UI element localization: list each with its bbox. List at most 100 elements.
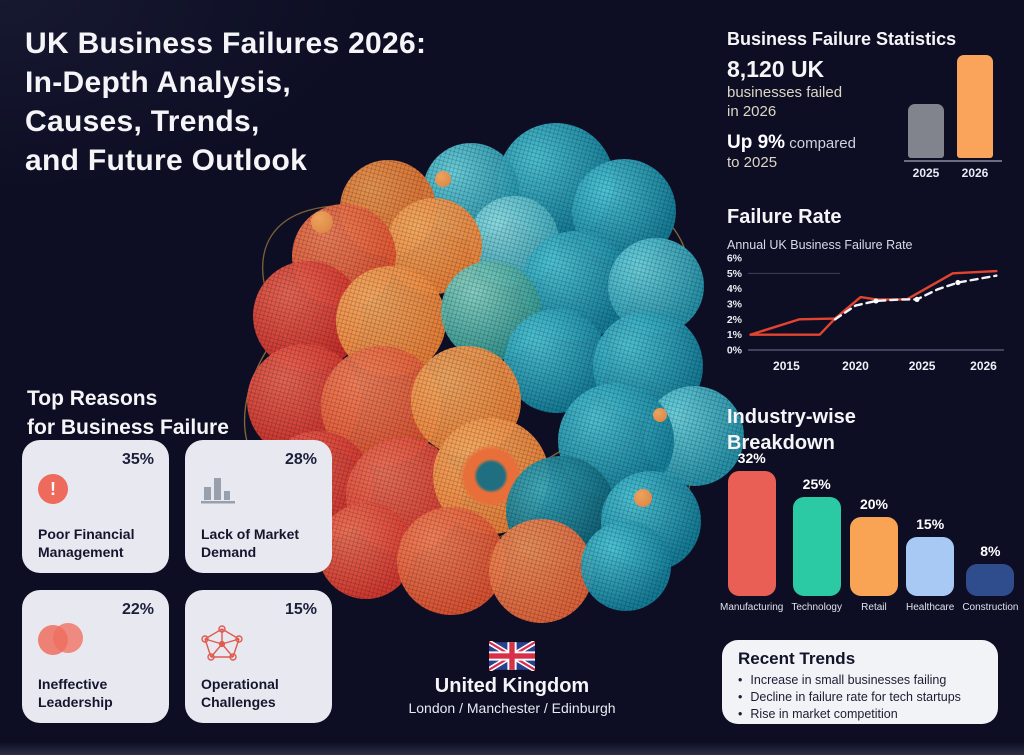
page-title: UK Business Failures 2026: In-Depth Anal…	[25, 24, 515, 180]
industry-bar-chart: 32% Manufacturing 25% Technology 20% Retail 15…	[720, 450, 1018, 613]
industry-value-label: 25%	[802, 476, 831, 492]
svg-text:6%: 6%	[727, 253, 743, 265]
industry-bar-construction	[966, 564, 1015, 596]
reason-percentage: 35%	[121, 451, 154, 468]
wireframe-sphere	[321, 346, 441, 466]
wireframe-sphere	[397, 507, 505, 615]
wireframe-sphere	[433, 418, 549, 534]
wireframe-sphere	[593, 311, 703, 421]
industry-column-technology: 25% Technology	[791, 450, 842, 613]
series-actual-rate	[833, 269, 998, 320]
reason-percentage: 15%	[284, 601, 317, 618]
wireframe-sphere	[572, 159, 676, 263]
stats-up-line2: to 2025	[727, 154, 778, 171]
wireframe-sphere	[608, 238, 704, 334]
industry-bar-healthcare	[906, 537, 955, 596]
reason-label: Lack of Market Demand	[201, 526, 300, 560]
bullet-icon: •	[738, 673, 743, 687]
trend-item: • Increase in small businesses failing	[738, 672, 984, 689]
wireframe-sphere	[581, 521, 671, 611]
reason-card-ineffective-leadership: 22% Ineffective Leadership	[22, 590, 169, 723]
failure-rate-line-chart: 6% 5% 4% 3% 2% 1% 0% 2015 2020 2025 2026	[727, 253, 1004, 373]
industry-column-construction: 8% Construction	[962, 450, 1018, 613]
trend-text: Rise in market competition	[750, 707, 898, 721]
industry-column-manufacturing: 32% Manufacturing	[720, 450, 783, 613]
stats-up-bold: Up 9%	[727, 132, 786, 153]
reasons-heading-line: for Business Failure	[27, 416, 229, 439]
svg-text:5%: 5%	[727, 268, 743, 280]
reason-label: Operational Challenges	[201, 676, 279, 710]
wireframe-sphere	[506, 456, 616, 566]
trend-text: Decline in failure rate for tech startup…	[750, 690, 961, 704]
reason-percentage: 28%	[284, 451, 317, 468]
bar-chart-icon	[201, 474, 239, 511]
svg-text:3%: 3%	[727, 299, 743, 311]
svg-text:2025: 2025	[909, 359, 936, 373]
footer-country: United Kingdom	[434, 675, 590, 697]
reason-percentage: 22%	[121, 601, 154, 618]
mini-bar-column: 2025	[906, 54, 946, 180]
svg-text:0%: 0%	[727, 345, 743, 357]
industry-column-healthcare: 15% Healthcare	[906, 450, 954, 613]
mini-bar-2025	[908, 104, 944, 158]
industry-axis-label: Technology	[791, 602, 842, 613]
mini-bar-2026	[957, 55, 993, 158]
svg-text:2020: 2020	[842, 359, 869, 373]
wireframe-sphere	[336, 266, 446, 376]
svg-text:2%: 2%	[727, 314, 743, 326]
industry-bar-retail	[849, 517, 898, 596]
industry-value-label: 15%	[916, 516, 945, 532]
wireframe-sphere	[469, 196, 559, 286]
trend-item: • Rise in market competition	[738, 706, 984, 723]
industry-axis-label: Healthcare	[905, 602, 955, 613]
svg-text:1%: 1%	[727, 329, 743, 341]
industry-value-label: 20%	[859, 496, 888, 512]
industry-axis-label: Retail	[861, 602, 887, 613]
industry-axis-label: Construction	[962, 602, 1019, 613]
mini-bar-column: 2026	[955, 54, 995, 180]
bottom-light-band	[0, 742, 1024, 755]
series-actual-rate-lower-branch	[749, 317, 837, 336]
wireframe-sphere	[346, 438, 462, 554]
svg-text:2026: 2026	[970, 359, 997, 373]
svg-text:2015: 2015	[773, 359, 800, 373]
title-line: and Future Outlook	[25, 144, 308, 177]
wireframe-sphere	[386, 198, 482, 294]
svg-text:4%: 4%	[727, 283, 743, 295]
failure-rate-subtitle: Annual UK Business Failure Rate	[727, 238, 913, 252]
wireframe-sphere	[504, 309, 608, 413]
industry-column-retail: 20% Retail	[849, 450, 898, 613]
stats-line2: in 2026	[727, 103, 777, 120]
industry-axis-label: Manufacturing	[720, 602, 784, 613]
uk-flag-icon	[489, 641, 535, 671]
mini-bar-label: 2026	[961, 166, 989, 180]
wireframe-sphere	[411, 346, 521, 456]
reason-card-operational-challenges: 15% Operational Challenges	[185, 590, 332, 723]
industry-bar-technology	[792, 497, 841, 596]
industry-heading-line: Industry-wise	[727, 406, 856, 428]
trend-text: Increase in small businesses failing	[750, 673, 947, 687]
bullet-icon: •	[738, 707, 743, 721]
industry-heading-line: Breakdown	[727, 432, 835, 454]
orange-orbit-dot	[653, 408, 667, 422]
orange-orbit-dot	[311, 211, 333, 233]
series-actual-rate-upper-branch	[749, 317, 837, 336]
wireframe-sphere	[601, 471, 701, 571]
wireframe-sphere	[489, 519, 593, 623]
wireframe-sphere	[498, 123, 614, 239]
trends-title: Recent Trends	[738, 649, 856, 668]
wireframe-sphere	[558, 383, 674, 499]
industry-value-label: 32%	[737, 450, 766, 466]
alert-icon: !	[38, 474, 68, 504]
wireframe-sphere	[441, 261, 541, 361]
stats-line1: businesses failed	[727, 84, 843, 101]
series-projected-rate	[833, 274, 998, 321]
stats-up-rest: compared	[789, 135, 856, 152]
year-comparison-bar-chart: 2025 2026	[906, 54, 1002, 180]
stats-up-line: Up 9% compared	[727, 132, 856, 154]
stats-heading: Business Failure Statistics	[727, 29, 957, 49]
mini-bar-label: 2025	[912, 166, 940, 180]
reasons-heading-line: Top Reasons	[27, 387, 158, 410]
reason-card-poor-financial-management: 35% ! Poor Financial Management	[22, 440, 169, 573]
